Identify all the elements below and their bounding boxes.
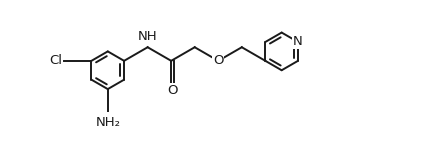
Text: NH: NH bbox=[138, 30, 158, 43]
Text: NH₂: NH₂ bbox=[95, 116, 120, 129]
Text: O: O bbox=[168, 84, 178, 97]
Text: O: O bbox=[213, 54, 223, 67]
Text: N: N bbox=[293, 35, 303, 49]
Text: Cl: Cl bbox=[49, 54, 62, 67]
